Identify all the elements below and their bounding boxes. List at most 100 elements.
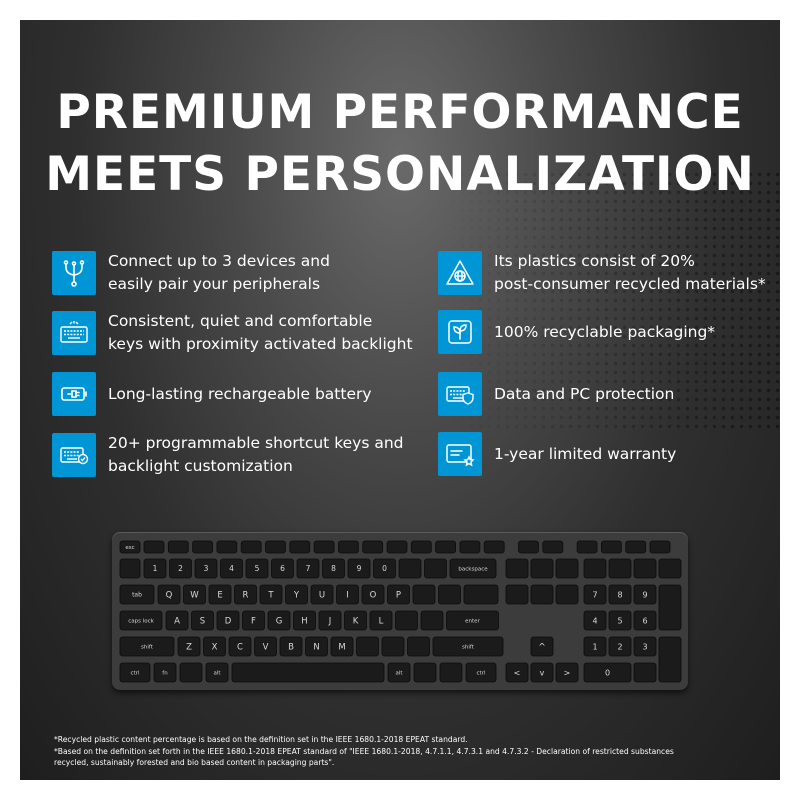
headline: PREMIUM PERFORMANCE MEETS PERSONALIZATIO… xyxy=(20,82,780,206)
key-letter: O xyxy=(361,584,385,605)
key-letter: F xyxy=(242,610,265,631)
feature-text-line: easily pair your peripherals xyxy=(108,275,321,293)
key-pageup xyxy=(555,558,579,579)
product-banner: PREMIUM PERFORMANCE MEETS PERSONALIZATIO… xyxy=(20,20,780,780)
key-label: 3 xyxy=(642,642,647,651)
key-label: V xyxy=(263,642,269,652)
feature-battery: Long-lasting rechargeable battery xyxy=(52,372,372,416)
feature-warranty: 1-year limited warranty xyxy=(438,432,676,476)
key-letter: T xyxy=(259,584,283,605)
multi-device-icon xyxy=(52,251,96,295)
key-label: backspace xyxy=(458,566,488,572)
feature-text-line: 100% recyclable packaging* xyxy=(494,322,716,341)
key-function xyxy=(337,540,359,554)
key-label: S xyxy=(200,616,205,626)
key-numpad-plus xyxy=(658,584,682,631)
key-letter: E xyxy=(208,584,232,605)
key-number: 2 xyxy=(169,558,192,579)
key-letter: P xyxy=(387,584,410,605)
key-label: fn xyxy=(162,670,168,676)
key-label: C xyxy=(237,642,243,652)
key-letter: L xyxy=(369,610,393,631)
key-esc: esc xyxy=(119,540,141,554)
key-backslash xyxy=(463,584,499,605)
feature-text-line: keys with proximity activated backlight xyxy=(108,335,413,353)
feature-text-line: Data and PC protection xyxy=(494,384,675,403)
key-numlock xyxy=(583,558,607,579)
key-label: < xyxy=(514,668,521,677)
key-letter: U xyxy=(310,584,334,605)
key-label: 4 xyxy=(229,564,234,573)
key-label: N xyxy=(313,642,319,652)
key-number: 8 xyxy=(322,558,345,579)
key-label: tab xyxy=(132,592,142,599)
key-label: 6 xyxy=(280,564,285,573)
key-label: 7 xyxy=(306,564,311,573)
key-label: enter xyxy=(465,618,480,624)
key-label: X xyxy=(212,642,218,652)
key-function xyxy=(410,540,432,554)
recycle-globe-icon xyxy=(438,251,482,295)
key-function xyxy=(167,540,189,554)
key-number: 7 xyxy=(296,558,320,579)
key-label: F xyxy=(251,616,256,626)
key-label: G xyxy=(276,616,283,626)
footnote-line: recycled, sustainably forested and bio b… xyxy=(54,758,335,767)
key-function xyxy=(192,540,213,554)
footnotes: *Recycled plastic content percentage is … xyxy=(54,734,674,769)
key-arrow-left: < xyxy=(505,662,529,683)
feature-text-line: Its plastics consist of 20% xyxy=(494,252,695,270)
keyboard-shortcut-icon xyxy=(52,433,96,477)
key-label: Z xyxy=(186,642,192,652)
feature-text-line: Long-lasting rechargeable battery xyxy=(108,384,372,403)
warranty-card-icon xyxy=(438,432,482,476)
key-fn: fn xyxy=(153,662,177,683)
key-number: 1 xyxy=(143,558,167,579)
key-label: 2 xyxy=(178,564,183,573)
key-comma xyxy=(356,636,379,657)
key-backtick xyxy=(119,558,141,579)
key-label: J xyxy=(328,616,332,626)
key-numpad-enter xyxy=(658,636,682,683)
key-label: 2 xyxy=(617,642,622,651)
key-arrow-right: > xyxy=(555,662,579,683)
key-number: 3 xyxy=(194,558,218,579)
key-letter: X xyxy=(203,636,226,657)
headline-line-1: PREMIUM PERFORMANCE xyxy=(56,85,744,140)
key-label: B xyxy=(288,642,294,652)
feature-shortcut-keys: 20+ programmable shortcut keys and backl… xyxy=(52,432,403,478)
key-semicolon xyxy=(395,610,418,631)
key-label: 6 xyxy=(642,616,647,625)
key-numpad: 9 xyxy=(633,584,657,605)
key-label: 4 xyxy=(592,616,597,625)
key-caps-lock: caps lock xyxy=(119,610,163,631)
key-numpad: 7 xyxy=(583,584,607,605)
key-mic xyxy=(439,662,463,683)
feature-recycled-plastics: Its plastics consist of 20% post-consume… xyxy=(438,250,766,296)
key-minus xyxy=(398,558,422,579)
key-delete xyxy=(505,584,529,605)
key-label: W xyxy=(190,590,199,600)
key-function xyxy=(483,540,505,554)
key-backspace: backspace xyxy=(449,558,497,579)
key-label: K xyxy=(353,616,359,626)
key-label: 7 xyxy=(592,590,597,599)
battery-plug-icon xyxy=(52,372,96,416)
key-label: U xyxy=(319,590,325,600)
key-letter: D xyxy=(216,610,240,631)
key-label: 3 xyxy=(204,564,209,573)
key-label: H xyxy=(301,616,307,626)
key-function xyxy=(600,540,622,554)
key-function xyxy=(313,540,335,554)
feature-multi-device: Connect up to 3 devices and easily pair … xyxy=(52,250,330,296)
key-label: 5 xyxy=(255,564,260,573)
key-home xyxy=(530,558,554,579)
key-function xyxy=(649,540,671,554)
key-slash xyxy=(407,636,430,657)
key-shift-left: shift xyxy=(119,636,175,657)
key-multiply xyxy=(633,558,657,579)
key-numpad: 4 xyxy=(583,610,607,631)
key-shift-right: shift xyxy=(432,636,504,657)
key-label: shift xyxy=(141,644,154,650)
key-enter: enter xyxy=(446,610,499,631)
